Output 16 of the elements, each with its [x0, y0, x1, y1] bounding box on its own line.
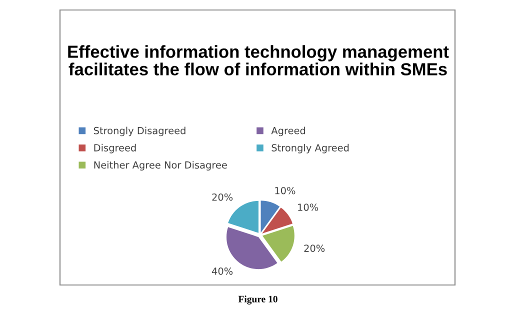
- caption: Figure 10: [238, 296, 278, 304]
- legend-label: Neither Agree Nor Disagree: [94, 161, 227, 171]
- legend-label: Strongly Agreed: [272, 144, 349, 154]
- pie-slice: [228, 200, 258, 233]
- data-label: 20%: [304, 244, 325, 252]
- pie-slice: [262, 208, 293, 234]
- legend-label: Strongly Disagreed: [94, 126, 186, 136]
- legend-label: Disgreed: [94, 144, 136, 154]
- data-label: 20%: [212, 193, 233, 201]
- data-label: 40%: [212, 267, 233, 275]
- legend-label: Agreed: [271, 126, 306, 136]
- data-label: 10%: [275, 186, 296, 194]
- pie-slice: [262, 226, 294, 262]
- data-label: 10%: [298, 204, 318, 211]
- pie-slice: [260, 200, 280, 233]
- chart-title: Effective information technology management facilitates the flow of information within SMEs: [68, 45, 449, 76]
